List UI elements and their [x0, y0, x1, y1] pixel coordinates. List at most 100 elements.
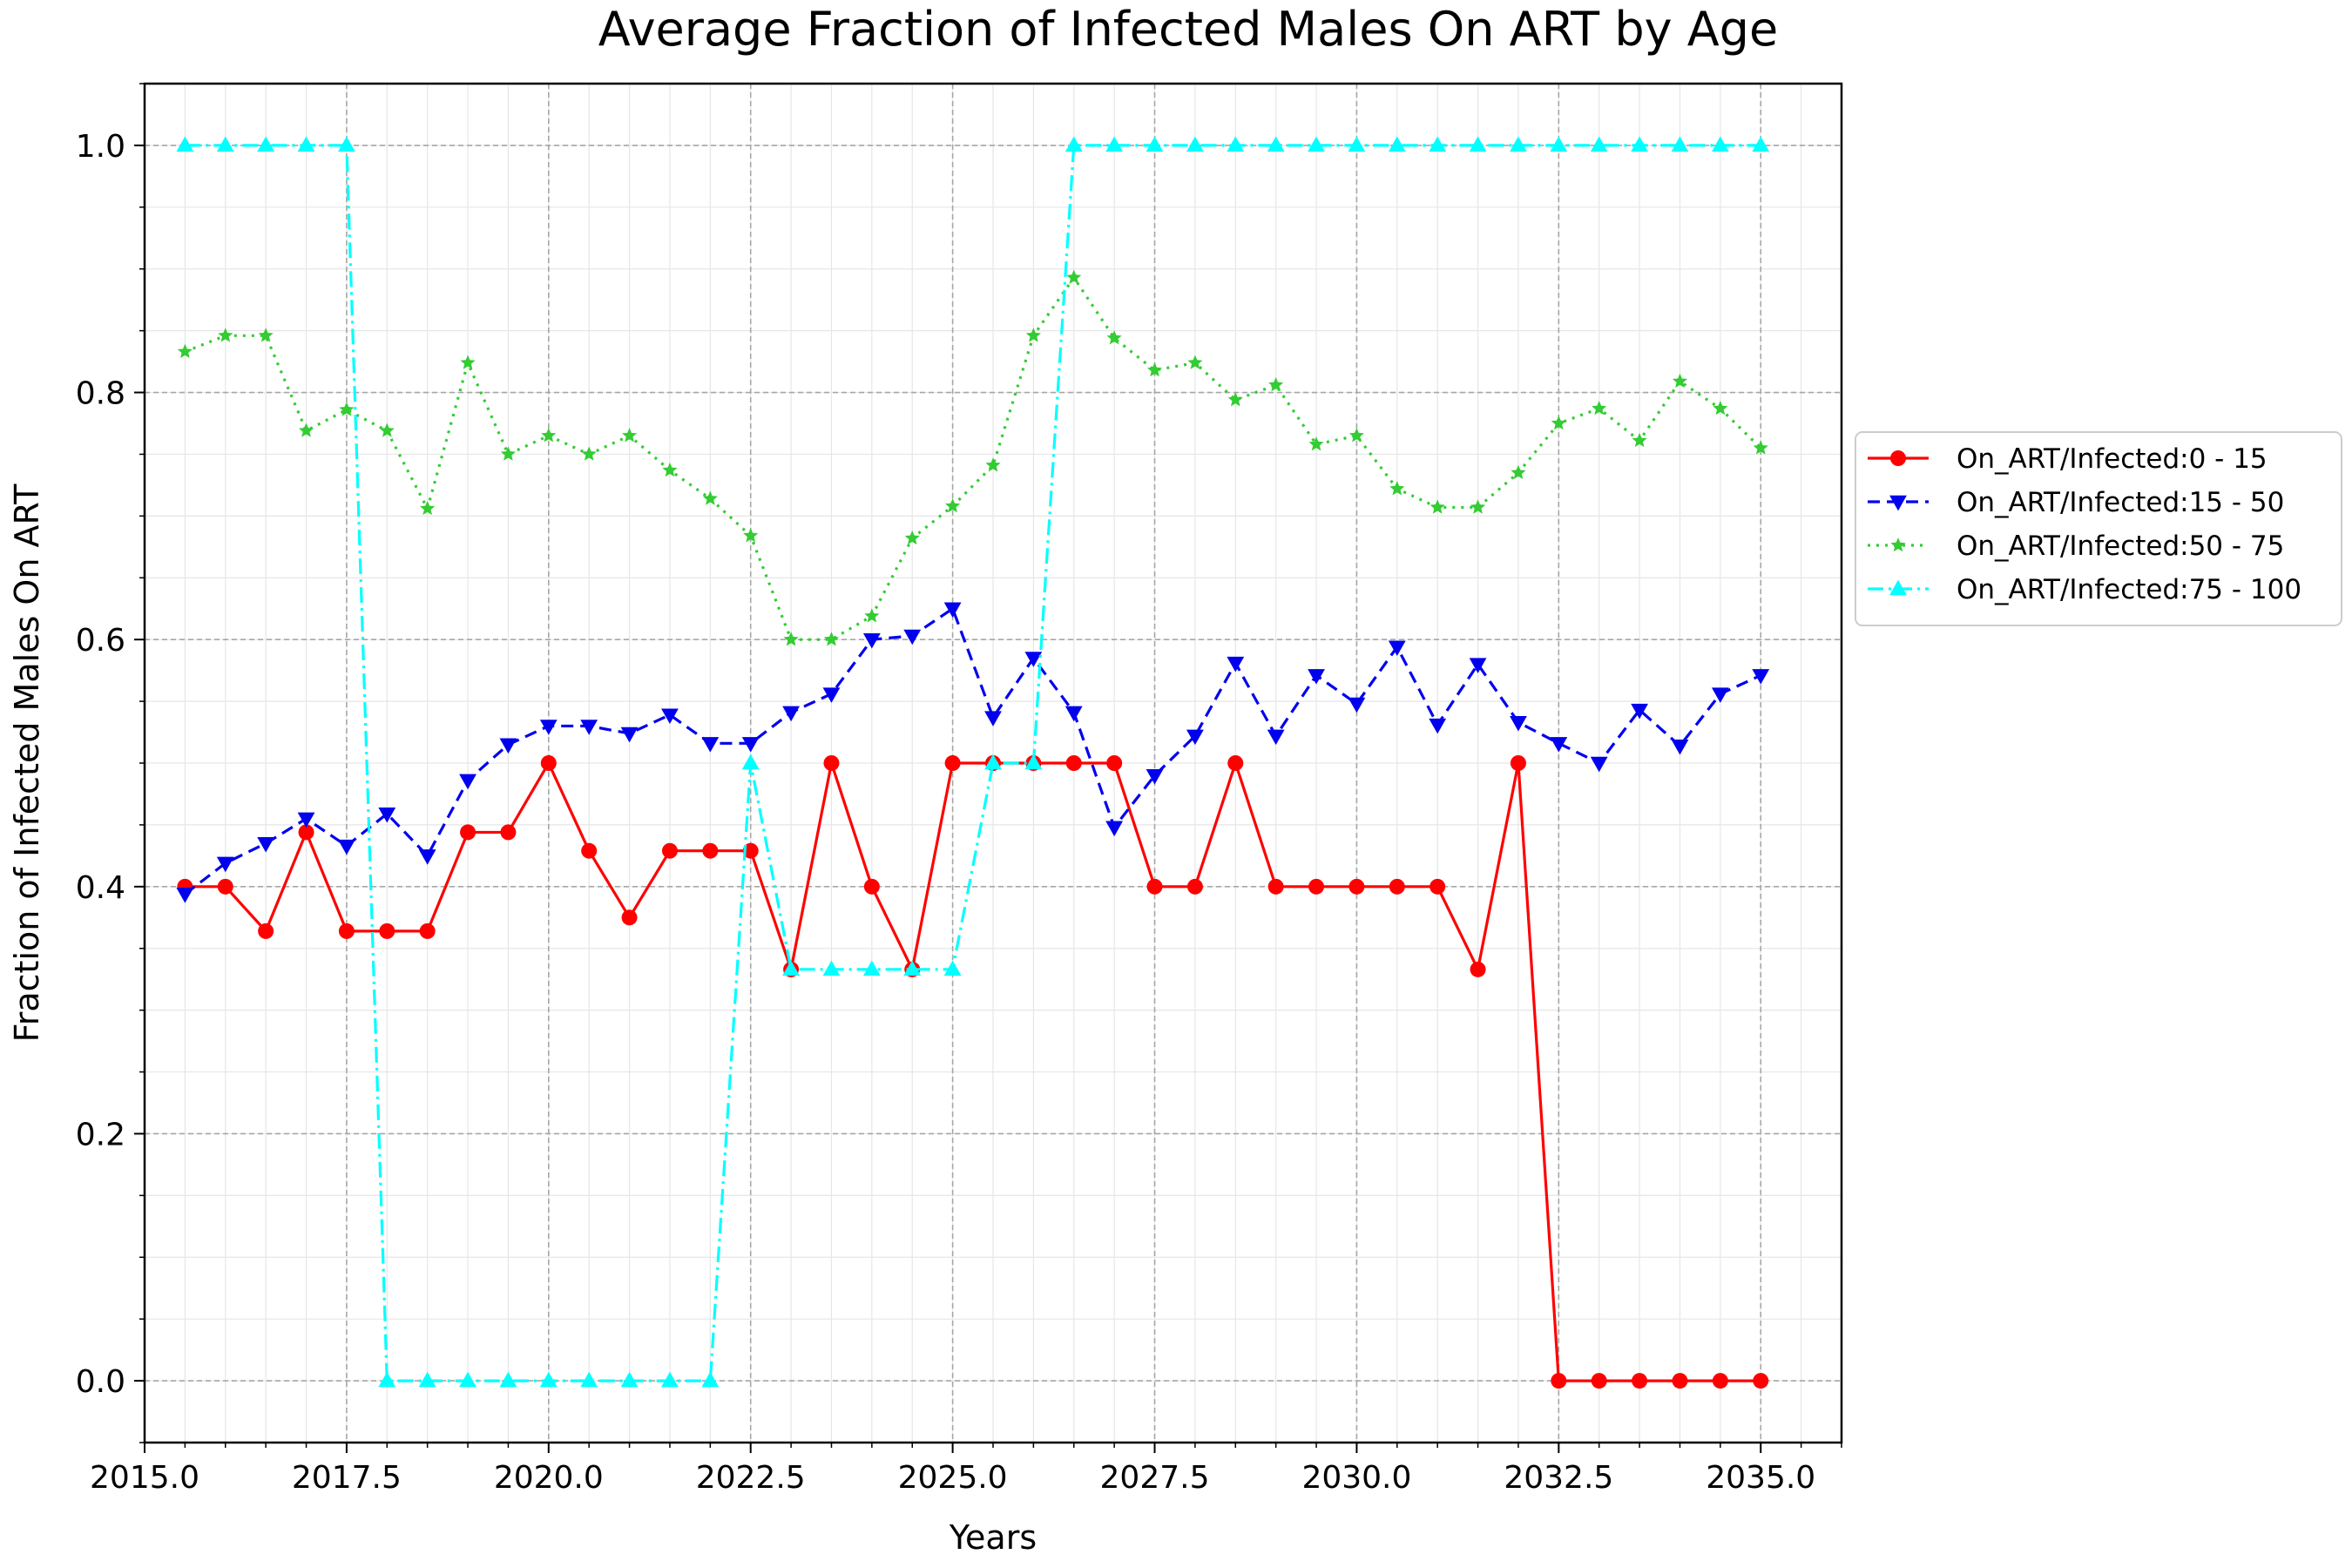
series-marker-star	[1551, 416, 1566, 430]
series-marker-triangle-down	[1186, 729, 1204, 746]
series-marker-triangle-down	[1711, 687, 1729, 703]
series-marker-triangle-up	[1752, 136, 1770, 152]
series-marker-triangle-up	[1064, 136, 1083, 152]
series-marker-circle	[1753, 1373, 1769, 1389]
series-marker-triangle-down	[1590, 756, 1608, 773]
series-marker-triangle-up	[1631, 136, 1648, 152]
series-marker-circle	[1632, 1373, 1648, 1389]
series-marker-star	[783, 632, 799, 646]
series-marker-triangle-up	[1469, 136, 1487, 152]
series-marker-triangle-down	[1429, 718, 1447, 734]
series-marker-circle	[742, 842, 759, 859]
series-marker-triangle-up	[984, 754, 1002, 770]
legend-label: On_ART/Infected:50 - 75	[1957, 531, 2284, 562]
series-marker-triangle-down	[338, 839, 355, 855]
series-marker-triangle-up	[580, 1371, 598, 1388]
series-marker-triangle-up	[1227, 136, 1245, 152]
series-marker-circle	[1065, 755, 1082, 771]
series-marker-triangle-down	[1671, 739, 1689, 755]
series-marker-circle	[1591, 1373, 1607, 1389]
series-marker-circle	[1470, 961, 1486, 977]
series-marker-star	[1146, 362, 1163, 377]
y-axis-label: Fraction of Infected Males On ART	[8, 483, 46, 1042]
series-marker-triangle-up	[1590, 136, 1608, 152]
series-marker-circle	[217, 878, 233, 895]
series-marker-triangle-up	[943, 960, 962, 977]
x-tick-label: 2015.0	[90, 1460, 199, 1496]
series-marker-triangle-down	[1388, 640, 1406, 657]
series-marker-triangle-down	[1267, 729, 1285, 746]
series-group	[176, 136, 1770, 1389]
series-marker-triangle-up	[1889, 579, 1907, 596]
series-marker-circle	[621, 909, 638, 926]
series-marker-triangle-up	[1711, 136, 1729, 152]
x-tick-label: 2030.0	[1301, 1460, 1411, 1496]
y-tick-label: 1.0	[76, 129, 125, 165]
series-marker-star	[218, 328, 233, 342]
series-marker-circle	[1429, 878, 1446, 895]
series-marker-circle	[1672, 1373, 1688, 1389]
series-marker-triangle-down	[418, 849, 436, 865]
series-marker-circle	[1308, 878, 1325, 895]
series-marker-star	[581, 446, 597, 461]
series-marker-triangle-down	[459, 774, 476, 790]
series-marker-star	[702, 490, 718, 505]
series-marker-circle	[298, 824, 314, 841]
series-marker-triangle-up	[862, 960, 881, 977]
series-marker-triangle-down	[499, 738, 517, 754]
series-marker-triangle-up	[1267, 136, 1285, 152]
series-marker-circle	[1890, 450, 1906, 466]
y-tick-label: 0.6	[76, 623, 125, 659]
series-marker-star	[662, 462, 678, 477]
series-marker-triangle-up	[418, 1371, 436, 1388]
series-marker-circle	[379, 923, 395, 939]
series-marker-star	[1227, 392, 1243, 407]
series-marker-triangle-down	[943, 602, 962, 618]
series-marker-star	[864, 608, 880, 623]
series-3	[177, 269, 1768, 646]
series-marker-triangle-down	[1469, 658, 1487, 673]
y-tick-label: 0.4	[76, 870, 125, 906]
series-marker-triangle-down	[539, 720, 558, 735]
series-marker-triangle-up	[822, 960, 841, 977]
series-marker-star	[500, 446, 516, 461]
series-marker-triangle-up	[903, 960, 922, 977]
series-marker-triangle-up	[1550, 136, 1568, 152]
series-marker-triangle-down	[1064, 706, 1083, 722]
series-marker-star	[1106, 330, 1122, 345]
series-marker-star	[1592, 400, 1607, 416]
series-marker-triangle-up	[1348, 136, 1366, 152]
series-marker-triangle-up	[216, 136, 234, 152]
series-marker-star	[904, 530, 920, 545]
series-marker-triangle-down	[862, 632, 881, 649]
series-marker-star	[1268, 377, 1284, 392]
series-marker-triangle-up	[539, 1371, 558, 1388]
series-marker-triangle-up	[701, 1371, 720, 1388]
x-tick-label: 2020.0	[494, 1460, 604, 1496]
chart-title: Average Fraction of Infected Males On AR…	[598, 2, 1778, 57]
series-line	[185, 761, 1761, 1382]
legend-label: On_ART/Infected:75 - 100	[1957, 574, 2301, 605]
series-marker-triangle-down	[580, 720, 598, 735]
series-marker-triangle-down	[1227, 656, 1245, 672]
series-marker-triangle-up	[1024, 754, 1043, 770]
series-marker-star	[460, 355, 476, 369]
series-marker-triangle-up	[1146, 136, 1164, 152]
series-marker-triangle-down	[176, 888, 194, 903]
legend: On_ART/Infected:0 - 15 On_ART/Infected:15…	[1855, 431, 2342, 626]
y-tick-label: 0.8	[76, 376, 125, 412]
series-marker-star	[743, 528, 759, 543]
legend-label: On_ART/Infected:0 - 15	[1957, 443, 2268, 475]
x-tick-label: 2027.5	[1100, 1460, 1210, 1496]
series-marker-star	[1187, 355, 1203, 369]
series-marker-circle	[500, 824, 517, 841]
series-marker-star	[1672, 373, 1688, 389]
series-marker-triangle-up	[257, 136, 275, 152]
series-marker-triangle-down	[620, 727, 639, 743]
series-marker-triangle-up	[499, 1371, 517, 1388]
series-marker-triangle-up	[459, 1371, 476, 1388]
series-marker-star	[985, 457, 1001, 472]
x-tick-label: 2022.5	[696, 1460, 806, 1496]
series-marker-triangle-up	[1388, 136, 1406, 152]
series-marker-triangle-up	[378, 1371, 396, 1388]
